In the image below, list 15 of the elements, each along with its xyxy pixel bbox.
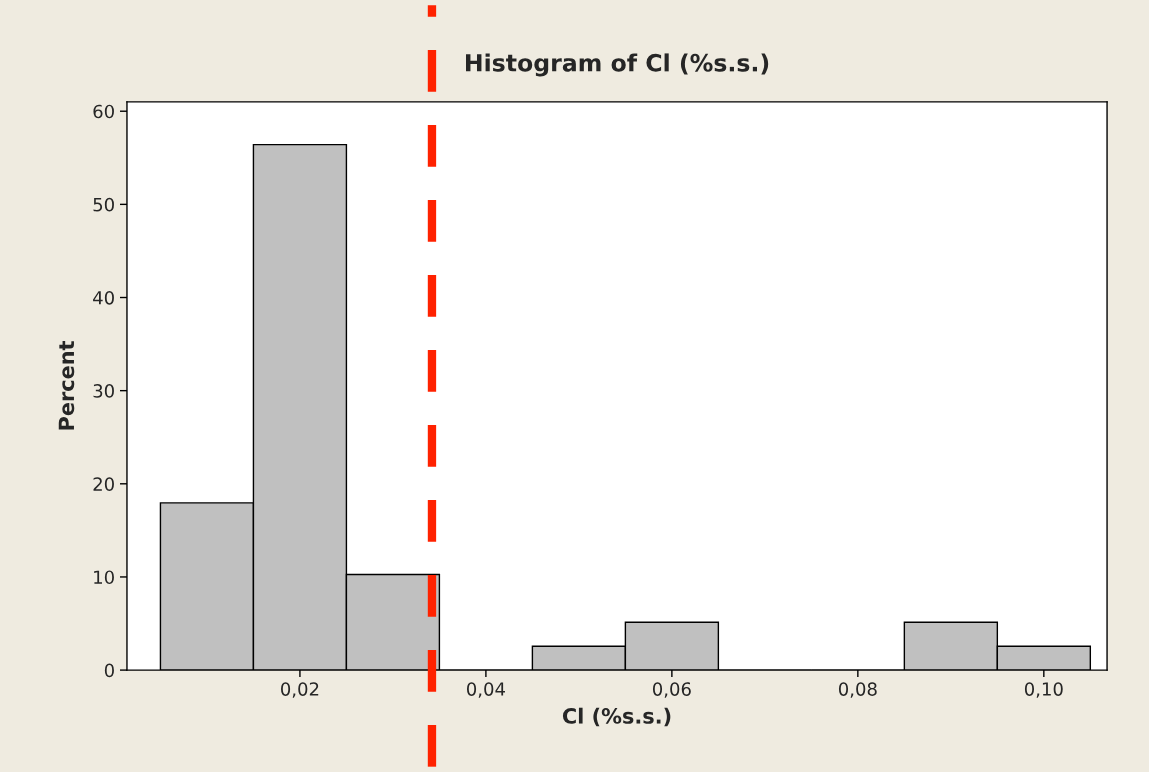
y-tick-label: 60 — [93, 104, 114, 119]
y-tick-label: 0 — [104, 663, 114, 678]
x-tick-label: 0,04 — [466, 682, 505, 698]
y-axis-title: Percent — [58, 341, 75, 430]
y-tick-label: 30 — [93, 384, 114, 398]
y-tick-label: 20 — [93, 477, 114, 491]
x-tick-label: 0,02 — [281, 682, 319, 698]
x-tick-label: 0,10 — [1024, 682, 1063, 698]
y-tick-label: 40 — [93, 290, 114, 305]
y-tick-label: 10 — [94, 570, 114, 585]
y-tick-label: 50 — [93, 197, 114, 212]
chart-title: Histogram of Cl (%s.s.) — [466, 53, 769, 77]
x-tick-label: 0,06 — [652, 682, 691, 698]
x-axis-title: Cl (%s.s.) — [562, 707, 671, 727]
x-tick-label: 0,08 — [838, 682, 877, 698]
